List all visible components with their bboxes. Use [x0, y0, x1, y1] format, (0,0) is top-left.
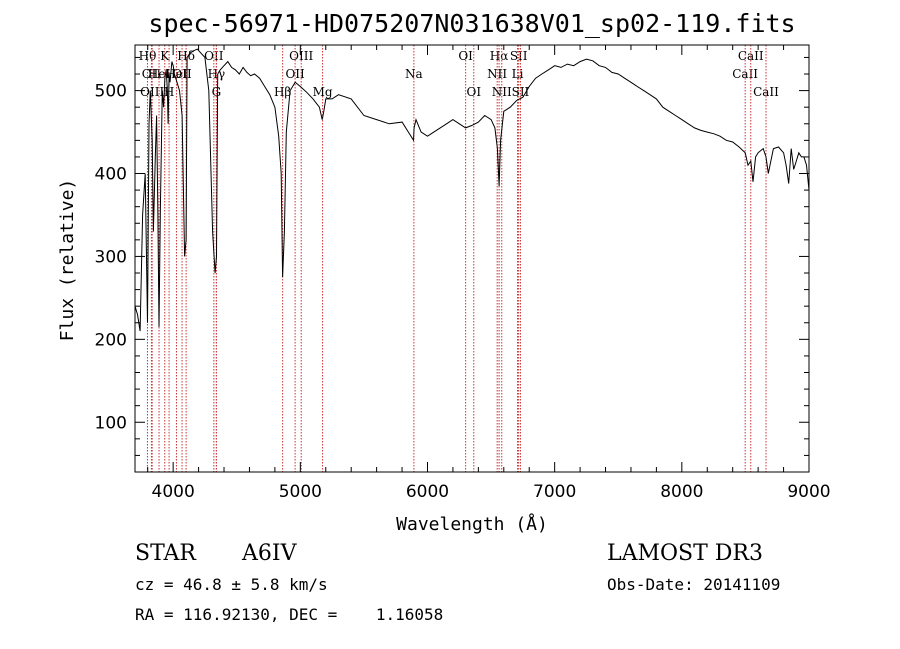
line-id-label-18: OI	[466, 85, 481, 99]
coordinates: RA = 116.92130, DEC = 1.16058	[135, 605, 443, 624]
x-tick-label-2: 6000	[406, 482, 449, 502]
line-id-label-24: SII	[512, 85, 530, 99]
redshift-info: cz = 46.8 ± 5.8 km/s	[135, 575, 328, 594]
line-id-label-26: CaII	[738, 49, 764, 63]
line-id-label-17: OI	[458, 49, 473, 63]
obs-date: Obs-Date: 20141109	[607, 575, 780, 594]
line-id-label-14: OIII	[289, 49, 313, 63]
line-id-label-25: CaII	[732, 67, 758, 81]
y-tick-label-1: 200	[95, 330, 127, 350]
y-tick-label-2: 300	[95, 247, 127, 267]
plot-frame	[134, 44, 810, 473]
object-class: STAR	[135, 541, 197, 566]
x-axis: 4000 5000 6000 7000 8000 9000	[147, 45, 831, 502]
line-id-label-19: Hα	[490, 49, 509, 63]
line-id-label-2: OIII	[140, 85, 164, 99]
spectrum-line	[134, 48, 810, 332]
line-id-label-9: OII	[204, 49, 224, 63]
survey-name: LAMOST DR3	[607, 541, 763, 566]
line-id-label-0: Hθ	[139, 49, 157, 63]
x-tick-label-5: 9000	[787, 482, 830, 502]
x-tick-label-4: 8000	[660, 482, 703, 502]
x-tick-label-3: 7000	[533, 482, 576, 502]
y-axis: 100 200 300 400 500	[95, 56, 809, 456]
x-axis-label: Wavelength (Å)	[396, 513, 548, 535]
chart-title: spec-56971-HD075207N031638V01_sp02-119.f…	[148, 9, 795, 38]
line-id-label-23: Li	[512, 67, 524, 81]
x-tick-label-1: 5000	[279, 482, 322, 502]
line-id-label-16: Na	[405, 67, 423, 81]
line-id-label-22: SII	[510, 49, 528, 63]
x-tick-label-0: 4000	[152, 482, 195, 502]
line-id-label-21: NII	[492, 85, 512, 99]
y-axis-label: Flux (relative)	[57, 179, 78, 342]
object-subclass: A6IV	[241, 541, 298, 566]
y-tick-label-4: 500	[95, 82, 127, 102]
line-id-label-1: OII	[142, 67, 162, 81]
line-id-label-12: Hβ	[274, 85, 291, 99]
y-tick-label-0: 100	[95, 413, 127, 433]
line-id-label-10: Hγ	[208, 67, 226, 81]
line-id-label-4: K	[160, 49, 170, 63]
line-id-label-11: G	[212, 85, 222, 99]
line-id-label-13: OII	[285, 67, 305, 81]
line-id-label-8: OII	[172, 67, 192, 81]
y-tick-label-3: 400	[95, 165, 127, 185]
line-id-label-27: CaII	[753, 85, 779, 99]
line-id-label-20: NII	[487, 67, 507, 81]
line-id-label-15: Mg	[313, 85, 333, 99]
